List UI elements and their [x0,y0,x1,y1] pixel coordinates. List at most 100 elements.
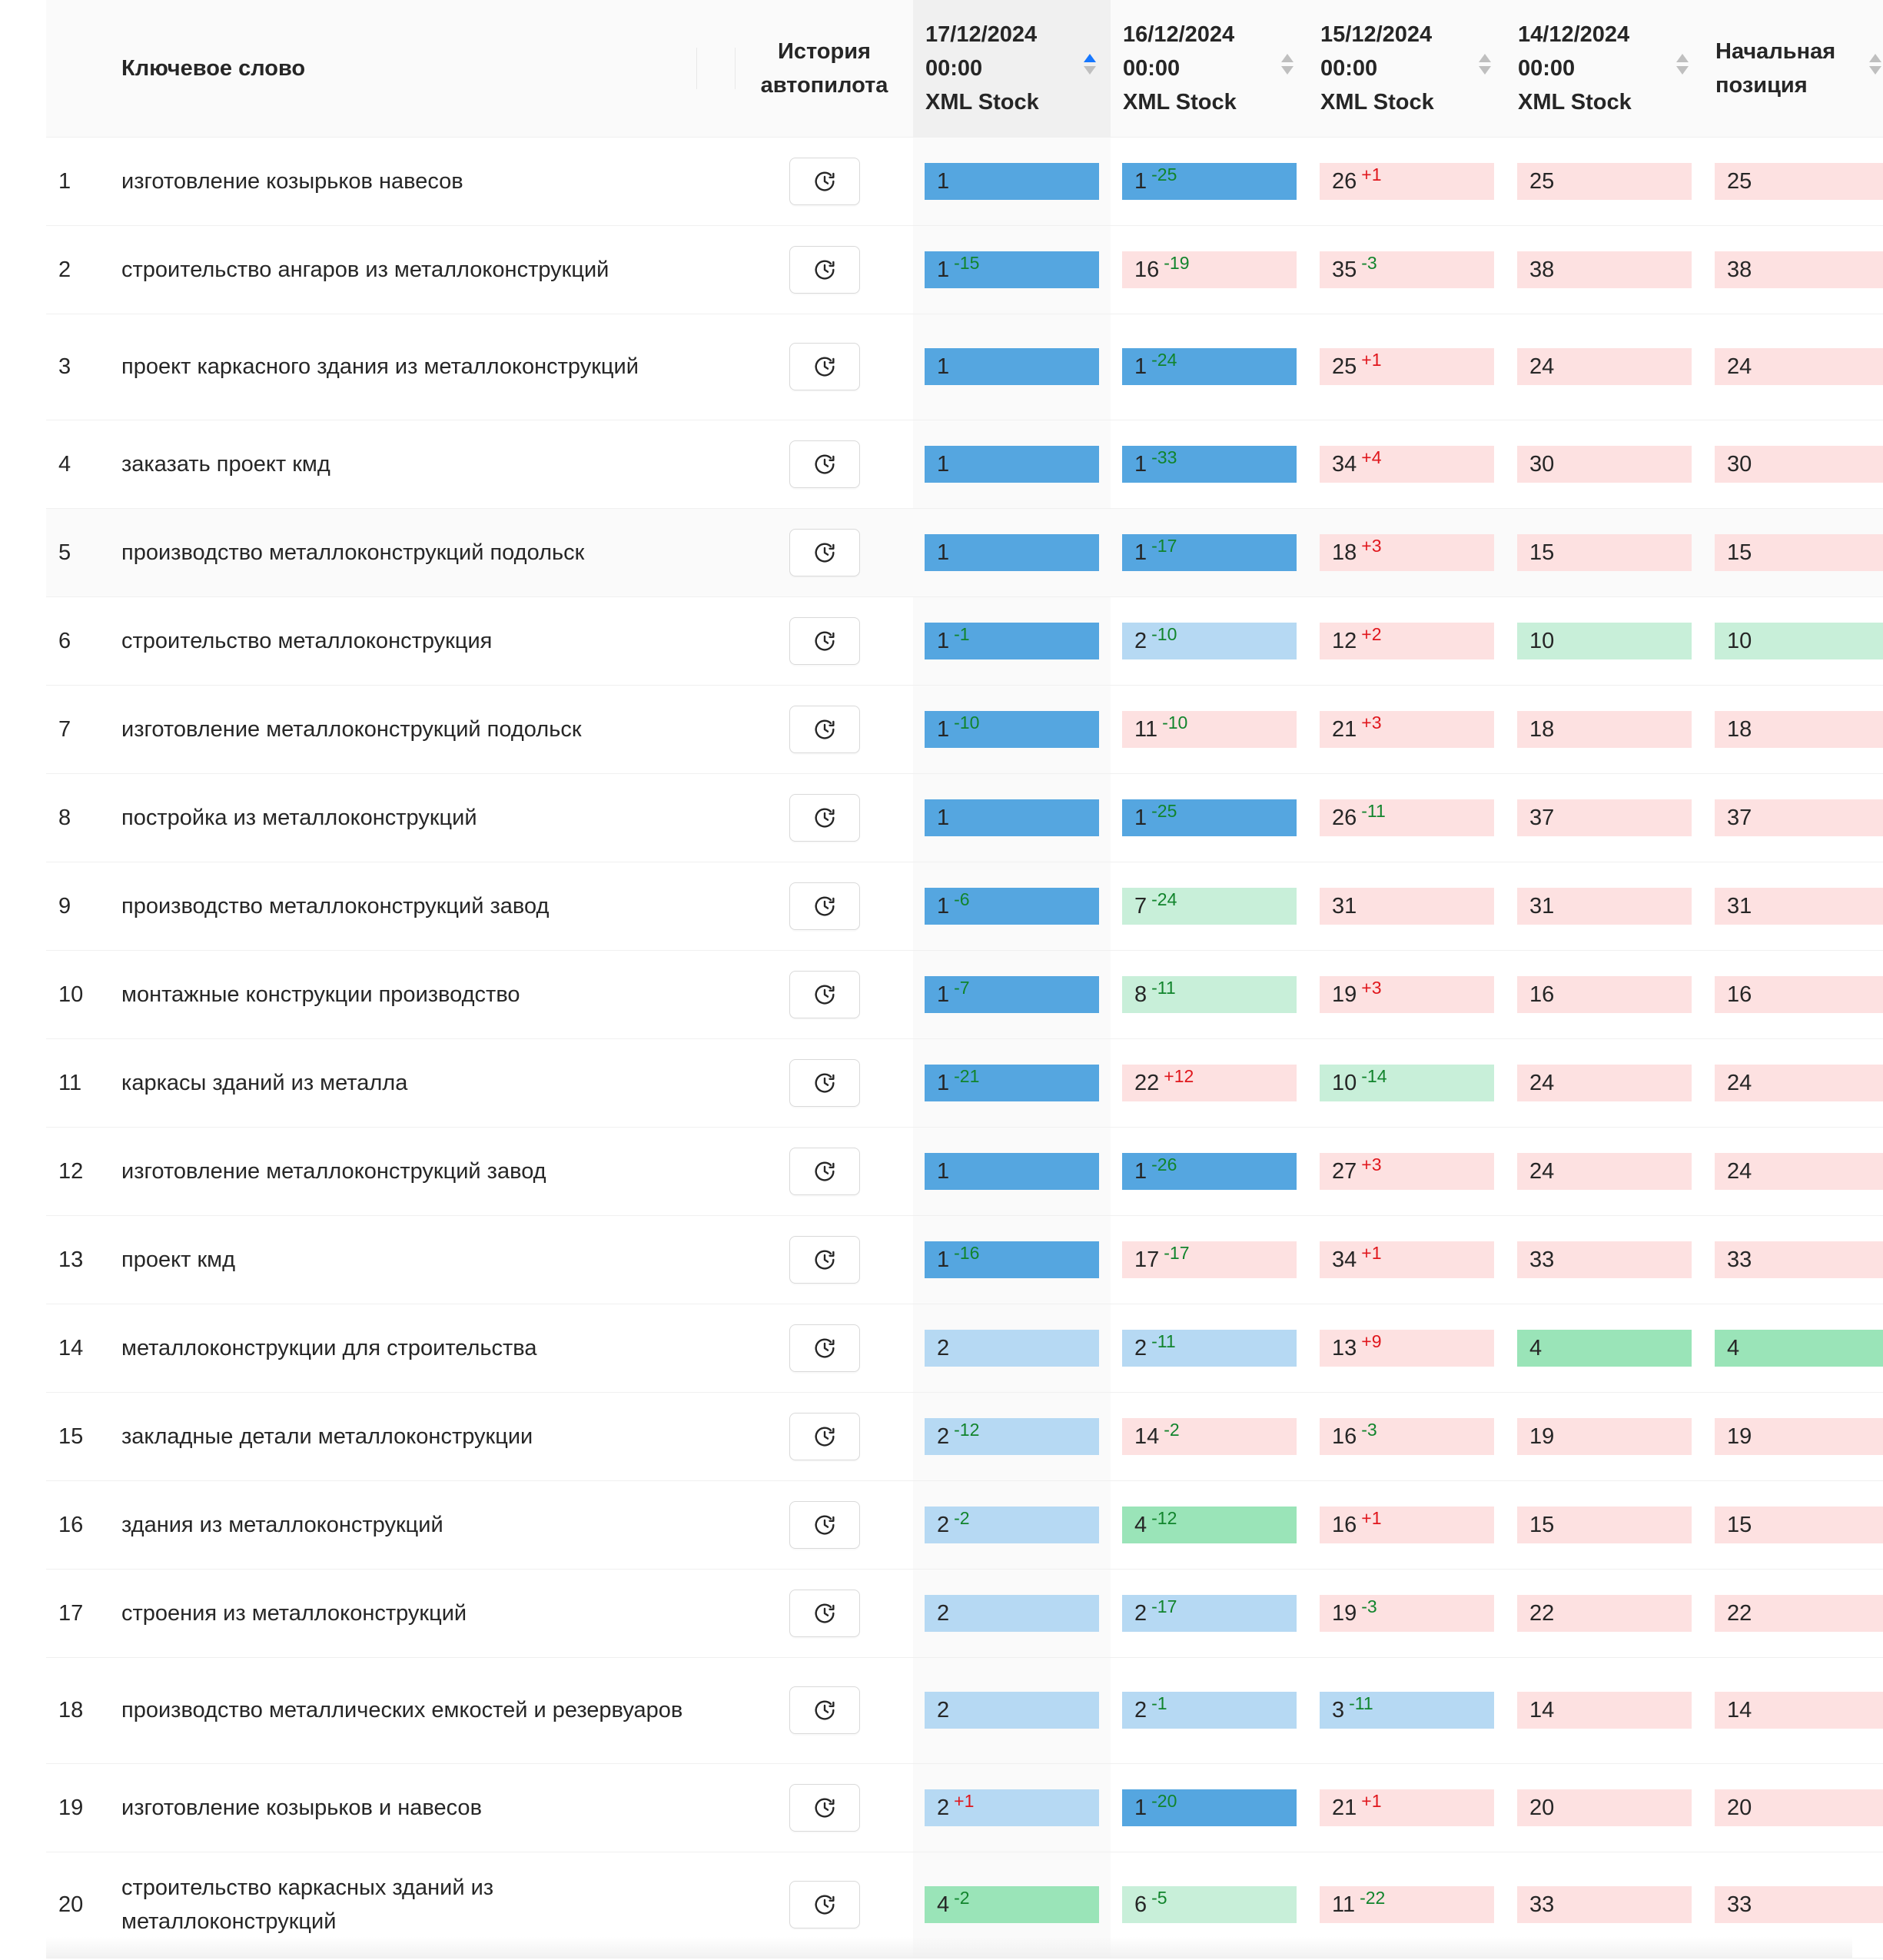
autopilot-history-button[interactable] [789,970,860,1018]
history-cell [736,137,913,226]
history-cell [736,225,913,314]
position-cell: 1 [913,420,1111,509]
autopilot-history-button[interactable] [789,1500,860,1549]
position-delta: -11 [1151,1330,1176,1351]
position-delta: -10 [1151,623,1177,644]
autopilot-history-button[interactable] [789,882,860,930]
position-delta: +2 [1361,623,1382,644]
start-position-value: 4 [1727,1335,1740,1360]
sort-caret-icon[interactable] [1280,54,1294,77]
position-value: 2 [1134,628,1147,653]
position-badge: 26 +1 [1320,162,1494,200]
position-value: 2 [1134,1335,1147,1360]
sort-caret-icon[interactable] [1868,54,1882,77]
position-value: 10 [1332,1070,1357,1095]
position-delta: -3 [1361,252,1377,273]
autopilot-history-button[interactable] [789,1783,860,1832]
position-value: 1 [937,168,950,194]
position-cell: 35 -3 [1308,225,1506,314]
position-cell: 1 -25 [1111,773,1308,862]
autopilot-history-button[interactable] [789,1589,860,1637]
history-clock-icon [812,1247,837,1272]
autopilot-history-button[interactable] [789,1147,860,1195]
header-date-2-time: 00:00 [1123,55,1181,81]
row-index: 10 [46,950,109,1039]
table-row: 9 производство металлоконструкций завод 1-… [46,862,1883,951]
autopilot-history-button[interactable] [789,1412,860,1460]
position-badge: 1 -10 [925,710,1099,748]
autopilot-history-button[interactable] [789,1058,860,1107]
sort-caret-icon[interactable] [1675,54,1689,77]
position-cell: 1 [913,1127,1111,1216]
position-badge: 13 +9 [1320,1329,1494,1367]
position-badge: 2 -17 [1122,1594,1297,1632]
autopilot-history-button[interactable] [789,705,860,753]
position-value: 25 [1529,168,1555,194]
position-badge: 24 [1517,348,1692,385]
row-index: 6 [46,596,109,686]
history-cell [736,596,913,686]
position-value: 11 [1332,1892,1356,1917]
table-row: 1 изготовление козырьков навесов 1 1 -25 26 +1… [46,137,1883,226]
position-cell: 1 -16 [913,1215,1111,1304]
position-badge: 25 [1517,162,1692,200]
autopilot-history-button[interactable] [789,528,860,576]
table-row: 13 проект кмд 1 -16 17 -17 34 +1 33 33 [46,1215,1883,1304]
header-start-position[interactable]: Начальная позиция [1703,0,1883,138]
autopilot-history-button[interactable] [789,616,860,665]
position-value: 12 [1332,628,1357,653]
start-position-value: 33 [1727,1892,1752,1917]
start-position-cell: 4 [1703,1304,1883,1393]
position-value: 21 [1332,1795,1357,1820]
row-index: 4 [46,420,109,509]
position-delta: -7 [954,977,970,998]
header-date-4[interactable]: 14/12/2024 00:00 XML Stock [1506,0,1703,138]
history-clock-icon [812,1892,837,1917]
sort-caret-icon[interactable] [1083,54,1097,77]
autopilot-history-button[interactable] [789,245,860,294]
row-index: 14 [46,1304,109,1393]
row-index: 17 [46,1569,109,1658]
position-cell: 27 +3 [1308,1127,1506,1216]
position-badge: 1 -1 [925,622,1099,659]
start-position-cell: 37 [1703,773,1883,862]
position-cell: 25 [1506,137,1703,226]
keyword-cell: закладные детали металлоконструкции [109,1392,736,1481]
sort-caret-icon[interactable] [1478,54,1492,77]
header-date-1[interactable]: 17/12/2024 00:00 XML Stock [913,0,1111,138]
start-position-cell: 30 [1703,420,1883,509]
position-delta: +3 [1361,977,1382,998]
autopilot-history-button[interactable] [789,1686,860,1734]
autopilot-history-button[interactable] [789,1235,860,1284]
keyword-cell: производство металлических емкостей и ре… [109,1657,736,1764]
table-row: 14 металлоконструкции для строительства 2 2… [46,1304,1883,1393]
autopilot-history-button[interactable] [789,440,860,488]
autopilot-history-button[interactable] [789,343,860,390]
position-cell: 19 -3 [1308,1569,1506,1658]
autopilot-history-button[interactable] [789,1324,860,1372]
autopilot-history-button[interactable] [789,157,860,205]
history-clock-icon [812,1698,837,1722]
history-cell [736,685,913,774]
position-value: 15 [1529,1512,1555,1537]
positions-table-wrapper: Ключевое слово История автопилота 17/12/… [46,0,1883,1958]
position-badge: 2 -10 [1122,622,1297,659]
position-badge: 1 -26 [1122,1152,1297,1190]
position-value: 2 [1134,1600,1147,1626]
header-history-label-2: автопилота [760,72,888,98]
history-clock-icon [812,540,837,565]
autopilot-history-button[interactable] [789,793,860,842]
autopilot-history-button[interactable] [789,1881,860,1928]
position-cell: 21 +3 [1308,685,1506,774]
header-date-3[interactable]: 15/12/2024 00:00 XML Stock [1308,0,1506,138]
row-index: 7 [46,685,109,774]
position-badge: 2 -2 [925,1506,1099,1543]
position-badge: 16 [1517,975,1692,1013]
position-cell: 33 [1506,1215,1703,1304]
header-date-3-time: 00:00 [1320,55,1378,81]
position-cell: 37 [1506,773,1703,862]
header-date-2[interactable]: 16/12/2024 00:00 XML Stock [1111,0,1308,138]
position-cell: 14 -2 [1111,1392,1308,1481]
start-position-value: 15 [1727,1512,1752,1537]
table-row: 10 монтажные конструкции производство 1 -7 8… [46,950,1883,1039]
